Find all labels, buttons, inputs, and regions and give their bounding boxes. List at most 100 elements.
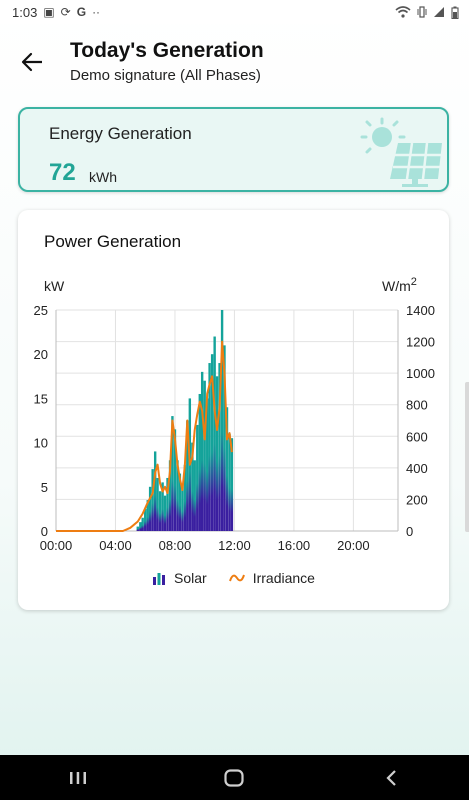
solar-bar	[153, 451, 157, 531]
solar-bar	[158, 491, 162, 531]
solar-bar	[146, 500, 149, 531]
y2-tick-label: 400	[406, 461, 428, 476]
x-tick-label: 08:00	[159, 538, 192, 553]
solar-bar	[178, 473, 182, 531]
solar-bar	[148, 486, 152, 531]
y-tick-label: 20	[34, 347, 48, 362]
solar-bar	[171, 416, 174, 531]
x-tick-label: 00:00	[40, 538, 73, 553]
solar-bar	[223, 345, 226, 531]
solar-bar	[215, 376, 219, 531]
solar-bar	[141, 517, 144, 531]
home-button[interactable]	[214, 763, 254, 793]
vibrate-icon	[417, 6, 427, 18]
y-tick-label: 25	[34, 303, 48, 318]
chart-legend: Solar Irradiance	[18, 570, 449, 586]
signal-icon	[434, 7, 444, 17]
recent-apps-button[interactable]	[58, 763, 98, 793]
solar-bar	[220, 310, 224, 531]
axis-labels: 0 200 400 600 800 1000 1200 1400 0 5 10 15 20 25 00:00…	[34, 276, 435, 553]
solar-bar	[200, 371, 204, 531]
x-tick-label: 12:00	[218, 538, 251, 553]
page-title: Today's Generation	[70, 39, 264, 62]
status-bar: 1:03 ▣ ⟳ G ··	[0, 0, 469, 24]
wave-line-icon	[228, 574, 245, 582]
solar-bar	[181, 486, 184, 531]
solar-bar	[168, 460, 172, 531]
solar-bar	[228, 433, 231, 531]
solar-bar	[206, 398, 209, 531]
image-icon: ▣	[43, 5, 55, 19]
energy-unit: kWh	[89, 169, 117, 185]
y2-tick-label: 0	[406, 524, 413, 539]
solar-bar	[230, 438, 234, 531]
energy-value: 72	[49, 159, 76, 186]
y2-tick-label: 200	[406, 492, 428, 507]
y2-axis-label: W/m2	[382, 276, 417, 294]
solar-panel-sun-icon	[360, 117, 442, 187]
solar-bar	[176, 460, 179, 531]
y2-tick-label: 1000	[406, 366, 435, 381]
y-axis-label: kW	[44, 278, 65, 294]
system-navigation-bar	[0, 755, 469, 800]
solar-bar	[193, 460, 196, 531]
solar-bar	[213, 336, 216, 531]
app-header: Today's Generation Demo signature (All P…	[0, 30, 469, 92]
solar-bar	[173, 429, 177, 531]
chart-title: Power Generation	[44, 232, 182, 251]
solar-bar	[186, 420, 189, 531]
solar-bar	[156, 477, 159, 531]
solar-bar	[161, 482, 164, 531]
solar-bar	[225, 407, 229, 531]
irradiance-series-line	[56, 340, 233, 532]
solar-bar	[210, 354, 214, 531]
nav-back-button[interactable]	[371, 763, 411, 793]
x-tick-label: 04:00	[99, 538, 132, 553]
solar-bar	[191, 442, 194, 531]
legend-solar[interactable]: Solar	[152, 570, 207, 586]
x-tick-label: 16:00	[278, 538, 311, 553]
wifi-icon	[395, 6, 411, 18]
irradiance-line	[56, 340, 233, 532]
nav-back-icon	[386, 769, 396, 786]
solar-bar	[208, 363, 211, 531]
solar-bar	[136, 526, 139, 531]
battery-icon	[451, 6, 459, 19]
energy-generation-card[interactable]: Energy Generation 72 kWh	[18, 107, 449, 192]
x-tick-label: 20:00	[337, 538, 370, 553]
home-icon	[224, 768, 245, 787]
solar-bar	[183, 464, 187, 531]
y2-tick-label: 600	[406, 429, 428, 444]
legend-solar-label: Solar	[174, 570, 207, 586]
solar-bar	[163, 495, 167, 531]
power-generation-card: Power Generation 0 200 400 600 800 1000 1200 14…	[18, 210, 449, 610]
y-tick-label: 10	[34, 436, 48, 451]
back-arrow-icon[interactable]	[20, 52, 44, 72]
y-tick-label: 5	[41, 480, 48, 495]
page-subtitle: Demo signature (All Phases)	[70, 67, 261, 84]
more-dots-icon: ··	[92, 5, 101, 19]
power-generation-chart: 0 200 400 600 800 1000 1200 1400 0 5 10 15 20 25 00:00…	[34, 276, 435, 553]
energy-label: Energy Generation	[49, 124, 192, 143]
solar-bar	[196, 424, 199, 531]
solar-bar	[218, 363, 221, 531]
solar-bar	[166, 477, 169, 531]
edge-panel-handle[interactable]	[465, 382, 469, 532]
solar-bar	[139, 522, 142, 531]
y2-tick-label: 800	[406, 398, 428, 413]
legend-irradiance-label: Irradiance	[252, 570, 315, 586]
solar-bar	[144, 508, 147, 531]
legend-irradiance[interactable]: Irradiance	[228, 570, 315, 586]
solar-bar	[203, 380, 206, 531]
google-icon: G	[76, 5, 87, 19]
bar-chart-icon	[153, 573, 166, 585]
status-time: 1:03	[12, 4, 38, 20]
solar-bar	[151, 469, 154, 531]
y-tick-label: 0	[41, 524, 48, 539]
recent-apps-icon	[70, 771, 87, 784]
y2-tick-label: 1400	[406, 303, 435, 318]
y2-tick-label: 1200	[406, 335, 435, 350]
solar-bar	[198, 393, 201, 531]
sync-icon: ⟳	[60, 5, 71, 19]
y-tick-label: 15	[34, 391, 48, 406]
